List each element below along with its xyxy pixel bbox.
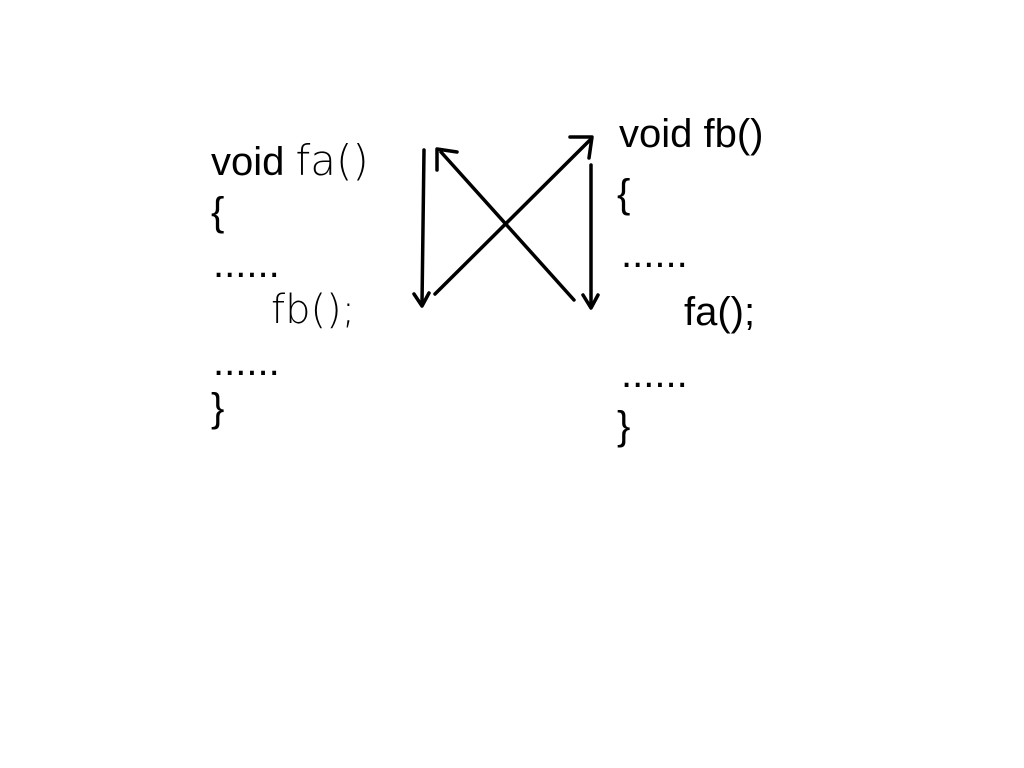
arrow-fa-call-to-fa-signature bbox=[435, 147, 576, 302]
fa-void-keyword: void bbox=[211, 140, 285, 184]
fb-dots-after: ...... bbox=[621, 352, 688, 396]
arrow-fa-to-fb-call bbox=[412, 148, 431, 308]
fa-close-brace: } bbox=[211, 386, 225, 430]
fa-signature: void fa() bbox=[211, 140, 369, 184]
fb-open-brace: { bbox=[617, 172, 631, 216]
fb-signature: void fb() bbox=[619, 112, 764, 156]
fa-call-fb: fb(); bbox=[271, 287, 356, 333]
fa-open-brace: { bbox=[211, 190, 225, 234]
arrow-fb-to-fa-call bbox=[581, 163, 600, 310]
fb-dots-before: ...... bbox=[621, 232, 688, 276]
arrow-fb-call-to-fb-signature bbox=[433, 135, 594, 296]
fa-function-name: fa() bbox=[295, 136, 369, 185]
fb-close-brace: } bbox=[617, 404, 631, 448]
fb-call-fa: fa(); bbox=[684, 290, 756, 334]
fa-dots-before: ...... bbox=[213, 242, 280, 286]
fa-dots-after: ...... bbox=[213, 340, 280, 384]
